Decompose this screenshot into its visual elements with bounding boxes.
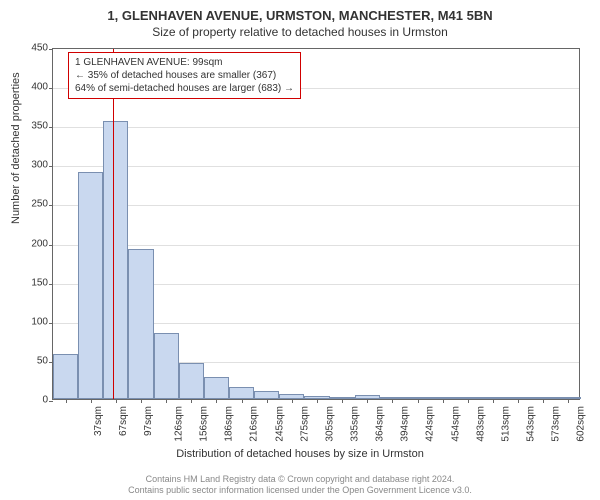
xtick-label: 97sqm: [143, 406, 154, 436]
ytick-label: 250: [20, 199, 48, 210]
ytick-label: 150: [20, 277, 48, 288]
ytick-label: 50: [20, 355, 48, 366]
xtick-label: 335sqm: [350, 406, 361, 442]
xtick-mark: [342, 399, 343, 403]
xtick-mark: [568, 399, 569, 403]
xtick-mark: [392, 399, 393, 403]
xtick-mark: [116, 399, 117, 403]
xtick-label: 37sqm: [93, 406, 104, 436]
xtick-label: 126sqm: [174, 406, 185, 442]
ytick-mark: [49, 284, 53, 285]
xtick-label: 543sqm: [526, 406, 537, 442]
xtick-mark: [216, 399, 217, 403]
xtick-label: 424sqm: [425, 406, 436, 442]
property-marker-line: [113, 49, 114, 399]
ytick-mark: [49, 166, 53, 167]
xtick-label: 186sqm: [224, 406, 235, 442]
ytick-label: 450: [20, 43, 48, 54]
xtick-mark: [443, 399, 444, 403]
histogram-bar: [204, 377, 229, 399]
histogram-bar: [229, 387, 254, 399]
xtick-label: 573sqm: [551, 406, 562, 442]
ytick-label: 100: [20, 316, 48, 327]
footer-attribution: Contains HM Land Registry data © Crown c…: [0, 474, 600, 496]
ytick-mark: [49, 245, 53, 246]
xtick-mark: [242, 399, 243, 403]
xtick-mark: [493, 399, 494, 403]
ytick-label: 400: [20, 82, 48, 93]
property-info-box: 1 GLENHAVEN AVENUE: 99sqm ← 35% of detac…: [68, 52, 301, 99]
grid-line: [53, 205, 579, 206]
xtick-label: 216sqm: [249, 406, 260, 442]
histogram-bar: [179, 363, 204, 399]
histogram-bar: [78, 172, 103, 399]
histogram-bar: [254, 391, 279, 399]
xtick-label: 483sqm: [475, 406, 486, 442]
xtick-mark: [367, 399, 368, 403]
histogram-bar: [53, 354, 78, 399]
info-line-property: 1 GLENHAVEN AVENUE: 99sqm: [75, 56, 294, 69]
chart-title: 1, GLENHAVEN AVENUE, URMSTON, MANCHESTER…: [0, 0, 600, 23]
histogram-bar: [154, 333, 179, 399]
grid-line: [53, 245, 579, 246]
xtick-mark: [292, 399, 293, 403]
footer-line-2: Contains public sector information licen…: [0, 485, 600, 496]
xtick-mark: [468, 399, 469, 403]
grid-line: [53, 127, 579, 128]
footer-line-1: Contains HM Land Registry data © Crown c…: [0, 474, 600, 485]
ytick-mark: [49, 401, 53, 402]
xtick-mark: [66, 399, 67, 403]
ytick-label: 0: [20, 395, 48, 406]
xtick-label: 275sqm: [299, 406, 310, 442]
ytick-mark: [49, 127, 53, 128]
chart-subtitle: Size of property relative to detached ho…: [0, 23, 600, 39]
xtick-label: 454sqm: [450, 406, 461, 442]
xtick-mark: [418, 399, 419, 403]
xtick-mark: [543, 399, 544, 403]
xtick-mark: [141, 399, 142, 403]
xtick-label: 394sqm: [400, 406, 411, 442]
ytick-mark: [49, 205, 53, 206]
xtick-mark: [91, 399, 92, 403]
xtick-label: 305sqm: [324, 406, 335, 442]
ytick-mark: [49, 88, 53, 89]
info-line-larger: 64% of semi-detached houses are larger (…: [75, 82, 294, 95]
xtick-label: 513sqm: [500, 406, 511, 442]
xtick-label: 364sqm: [375, 406, 386, 442]
grid-line: [53, 166, 579, 167]
xtick-mark: [518, 399, 519, 403]
ytick-label: 300: [20, 160, 48, 171]
xtick-label: 602sqm: [576, 406, 587, 442]
xtick-label: 156sqm: [199, 406, 210, 442]
xtick-mark: [191, 399, 192, 403]
xtick-mark: [317, 399, 318, 403]
histogram-bar: [128, 249, 153, 399]
ytick-label: 200: [20, 238, 48, 249]
xtick-mark: [166, 399, 167, 403]
ytick-mark: [49, 323, 53, 324]
x-axis-label: Distribution of detached houses by size …: [0, 448, 600, 460]
histogram-bar: [103, 121, 128, 399]
xtick-label: 67sqm: [118, 406, 129, 436]
xtick-mark: [267, 399, 268, 403]
info-line-smaller: ← 35% of detached houses are smaller (36…: [75, 69, 294, 82]
ytick-label: 350: [20, 121, 48, 132]
xtick-label: 245sqm: [274, 406, 285, 442]
ytick-mark: [49, 49, 53, 50]
chart-plot-area: [52, 48, 580, 400]
